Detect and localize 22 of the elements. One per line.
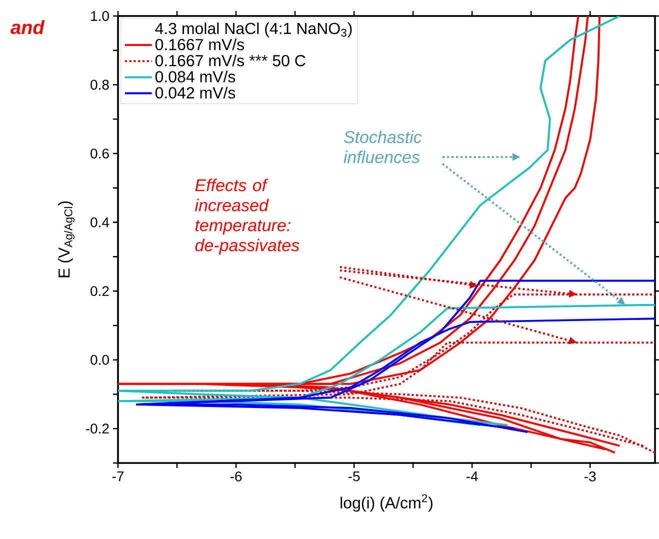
y-tick-label: 0.8: [90, 80, 109, 90]
legend-label: 0.1667 mV/s *** 50 C: [155, 54, 306, 66]
annotation: Stochastic influences: [344, 130, 422, 164]
x-tick-label: -4: [466, 472, 478, 482]
x-tick-label: -7: [112, 472, 124, 482]
x-axis-title: log(i) (A/cm$^{2}$): [340, 494, 432, 512]
y-tick-label: -0.2: [86, 424, 109, 434]
legend-title: 4.3 molal NaCl (4:1 NaNO$_{3}$): [155, 22, 352, 38]
y-tick-label: 0.4: [90, 217, 110, 228]
legend-label: 0.084 mV/s: [155, 70, 236, 82]
y-tick-label: 0.2: [90, 286, 109, 296]
legend-label: 0.042 mV/s: [155, 86, 236, 98]
y-tick-label: 0.6: [90, 148, 109, 158]
text: and: [10, 20, 45, 34]
x-tick-label: -5: [348, 472, 360, 482]
annotation: Effects of increased temperature: de-passivates: [195, 178, 300, 255]
x-tick-label: -6: [230, 471, 242, 482]
x-tick-label: -3: [584, 471, 596, 482]
y-tick-label: 1.0: [91, 11, 109, 21]
y-tick-label: 0.0: [90, 354, 109, 365]
y-axis-title: E (V$_{Ag/AgCl}$): [58, 201, 75, 278]
legend-label: 0.1667 mV/s: [155, 38, 244, 50]
